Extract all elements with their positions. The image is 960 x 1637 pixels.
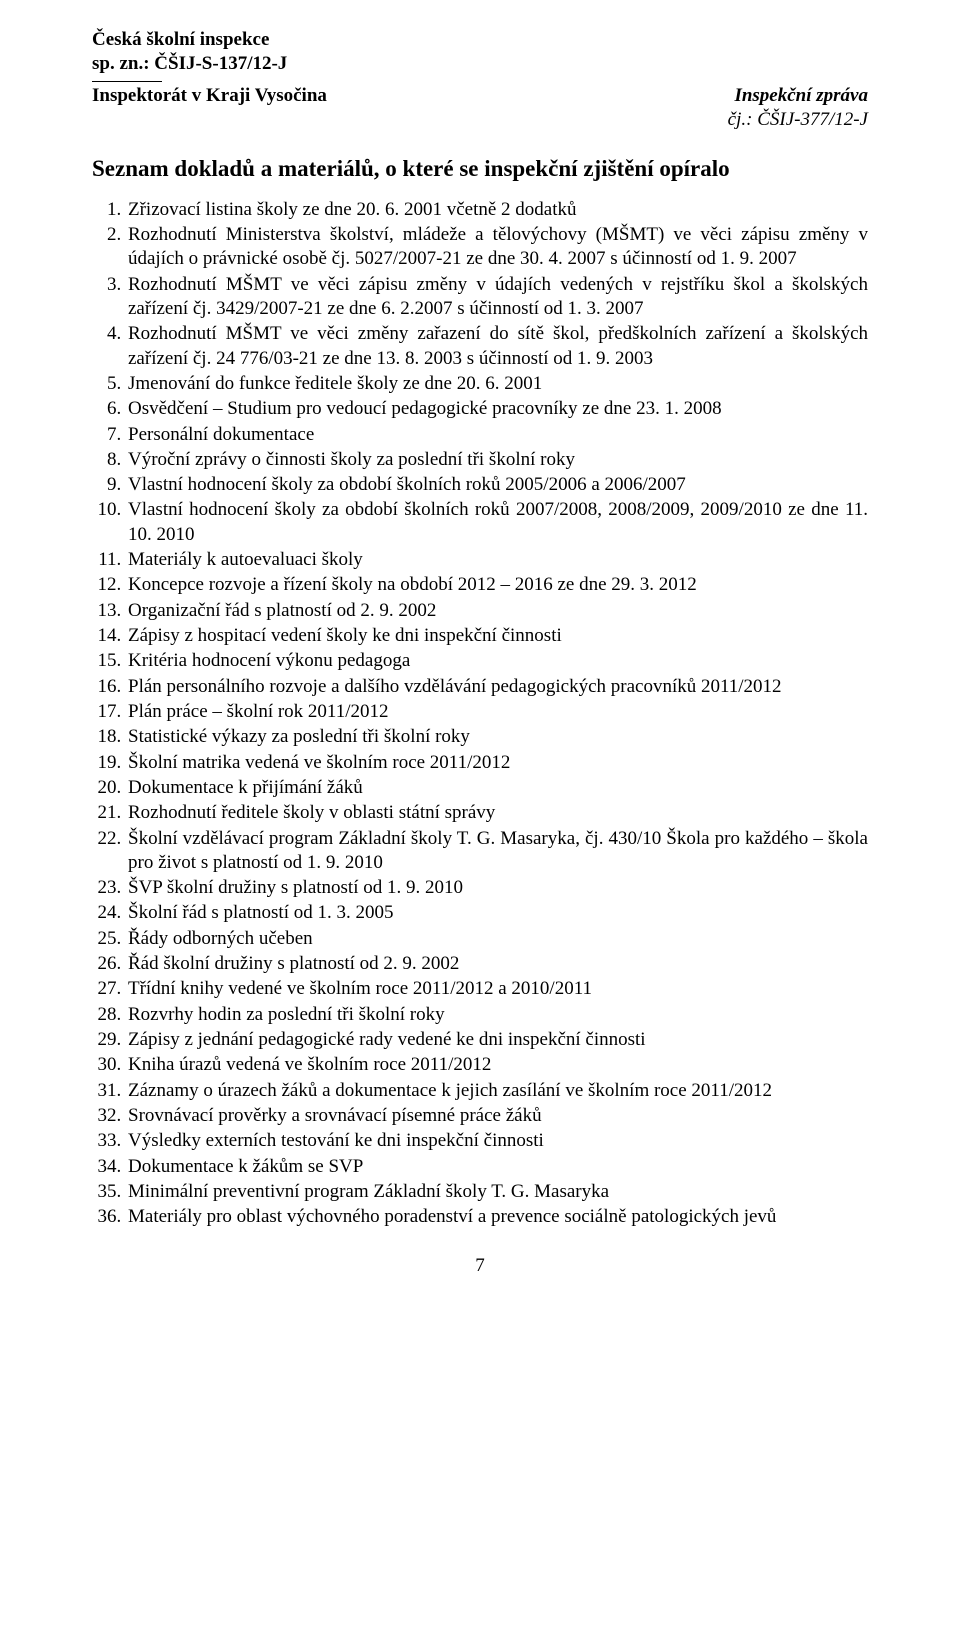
list-item: Jmenování do funkce ředitele školy ze dn… (126, 372, 868, 396)
inspectorate-name: Inspektorát v Kraji Vysočina (92, 84, 327, 108)
header-divider (92, 81, 162, 82)
sp-zn: sp. zn.: ČŠIJ-S-137/12-J (92, 52, 868, 76)
list-item: Dokumentace k přijímání žáků (126, 776, 868, 800)
list-item: Třídní knihy vedené ve školním roce 2011… (126, 977, 868, 1001)
list-item: Řády odborných učeben (126, 927, 868, 951)
documents-list: Zřizovací listina školy ze dne 20. 6. 20… (92, 198, 868, 1230)
list-item: Záznamy o úrazech žáků a dokumentace k j… (126, 1079, 868, 1103)
list-item: Školní řád s platností od 1. 3. 2005 (126, 901, 868, 925)
list-item: Vlastní hodnocení školy za období školní… (126, 498, 868, 547)
org-name: Česká školní inspekce (92, 28, 868, 52)
list-item: Výroční zprávy o činnosti školy za posle… (126, 448, 868, 472)
list-item: Zřizovací listina školy ze dne 20. 6. 20… (126, 198, 868, 222)
report-label: Inspekční zpráva (728, 84, 868, 108)
list-item: Školní vzdělávací program Základní školy… (126, 827, 868, 876)
list-item: Školní matrika vedená ve školním roce 20… (126, 751, 868, 775)
list-item: Rozhodnutí MŠMT ve věci zápisu změny v ú… (126, 273, 868, 322)
page-title: Seznam dokladů a materiálů, o které se i… (92, 154, 868, 183)
list-item: ŠVP školní družiny s platností od 1. 9. … (126, 876, 868, 900)
list-item: Řád školní družiny s platností od 2. 9. … (126, 952, 868, 976)
list-item: Materiály pro oblast výchovného poradens… (126, 1205, 868, 1229)
list-item: Plán práce – školní rok 2011/2012 (126, 700, 868, 724)
list-item: Dokumentace k žákům se SVP (126, 1155, 868, 1179)
list-item: Rozvrhy hodin za poslední tři školní rok… (126, 1003, 868, 1027)
list-item: Statistické výkazy za poslední tři školn… (126, 725, 868, 749)
list-item: Kritéria hodnocení výkonu pedagoga (126, 649, 868, 673)
list-item: Minimální preventivní program Základní š… (126, 1180, 868, 1204)
list-item: Výsledky externích testování ke dni insp… (126, 1129, 868, 1153)
list-item: Kniha úrazů vedená ve školním roce 2011/… (126, 1053, 868, 1077)
list-item: Srovnávací prověrky a srovnávací písemné… (126, 1104, 868, 1128)
list-item: Rozhodnutí ředitele školy v oblasti stát… (126, 801, 868, 825)
list-item: Osvědčení – Studium pro vedoucí pedagogi… (126, 397, 868, 421)
list-item: Zápisy z jednání pedagogické rady vedené… (126, 1028, 868, 1052)
cj-number: čj.: ČŠIJ-377/12-J (728, 108, 868, 132)
list-item: Organizační řád s platností od 2. 9. 200… (126, 599, 868, 623)
list-item: Materiály k autoevaluaci školy (126, 548, 868, 572)
list-item: Plán personálního rozvoje a dalšího vzdě… (126, 675, 868, 699)
list-item: Zápisy z hospitací vedení školy ke dni i… (126, 624, 868, 648)
list-item: Rozhodnutí Ministerstva školství, mládež… (126, 223, 868, 272)
list-item: Vlastní hodnocení školy za období školní… (126, 473, 868, 497)
list-item: Rozhodnutí MŠMT ve věci změny zařazení d… (126, 322, 868, 371)
list-item: Personální dokumentace (126, 423, 868, 447)
list-item: Koncepce rozvoje a řízení školy na obdob… (126, 573, 868, 597)
page-number: 7 (92, 1254, 868, 1278)
